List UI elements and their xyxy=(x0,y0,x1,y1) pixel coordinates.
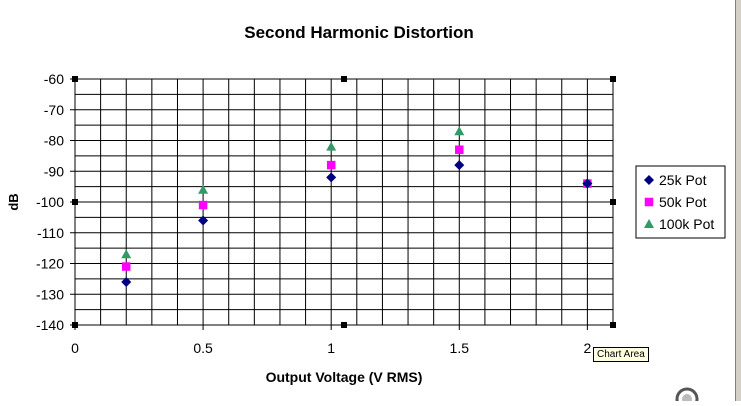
data-point-diamond xyxy=(454,160,465,171)
data-point-diamond xyxy=(582,178,593,189)
selection-handle[interactable] xyxy=(610,322,616,328)
selection-handle[interactable] xyxy=(610,76,616,82)
x-tick-label: 2 xyxy=(583,340,591,356)
x-axis-label: Output Voltage (V RMS) xyxy=(266,369,423,385)
legend-entry-label: 25k Pot xyxy=(659,172,707,188)
data-point-diamond xyxy=(121,276,132,287)
y-tick-label: -130 xyxy=(36,286,64,302)
x-axis-ticks: 0 0.5 1 1.5 2 xyxy=(71,325,591,356)
legend-marker xyxy=(644,175,654,185)
selection-handle[interactable] xyxy=(72,322,78,328)
data-points xyxy=(121,126,593,287)
data-point-square xyxy=(198,200,208,210)
data-point-square xyxy=(455,145,464,154)
chart-title: Second Harmonic Distortion xyxy=(244,23,474,42)
y-tick-label: -120 xyxy=(36,256,64,272)
selection-handle[interactable] xyxy=(341,322,347,328)
data-point-triangle xyxy=(326,141,337,151)
data-point-diamond xyxy=(198,215,209,226)
legend-entry-label: 100k Pot xyxy=(659,216,714,232)
data-point-triangle xyxy=(198,184,209,194)
legend-entry-label: 50k Pot xyxy=(659,194,707,210)
y-tick-label: -80 xyxy=(44,133,64,149)
chart-area[interactable]: Second Harmonic Distortion -60 -70 -80 -90-… xyxy=(0,0,735,401)
selection-handle[interactable] xyxy=(610,199,616,205)
gridlines xyxy=(74,78,614,326)
chart-area-tooltip: Chart Area xyxy=(593,347,649,362)
data-point-triangle xyxy=(454,126,465,136)
y-tick-label: -90 xyxy=(44,163,64,179)
legend[interactable]: 25k Pot 50k Pot 100k Pot xyxy=(635,165,726,239)
data-point-triangle xyxy=(121,249,132,259)
y-tick-label: -110 xyxy=(37,225,64,241)
x-tick-label: 1 xyxy=(327,340,335,356)
selection-handle[interactable] xyxy=(341,76,347,82)
y-tick-label: -100 xyxy=(36,194,64,210)
selection-handle[interactable] xyxy=(72,76,78,82)
y-tick-label: -60 xyxy=(44,71,64,87)
selection-handles[interactable] xyxy=(72,76,616,328)
x-tick-label: 0.5 xyxy=(193,340,213,356)
y-tick-label: -140 xyxy=(36,317,64,333)
data-point-diamond xyxy=(326,172,337,183)
data-point-square xyxy=(326,160,336,170)
scatter-chart: Second Harmonic Distortion -60-70-80-90-… xyxy=(6,23,726,385)
legend-marker xyxy=(644,219,654,228)
data-point-square xyxy=(121,262,131,271)
y-tick-label: -70 xyxy=(44,102,64,118)
office-assistant-icon[interactable] xyxy=(672,381,702,401)
x-tick-label: 1.5 xyxy=(450,340,470,356)
legend-marker xyxy=(644,197,654,207)
x-tick-label: 0 xyxy=(71,340,79,356)
selection-handle[interactable] xyxy=(72,199,78,205)
y-axis-ticks: -60 -70 -80 -90 -100 -110 -120 -130 -140 xyxy=(36,71,75,333)
window-edge xyxy=(735,0,741,401)
y-axis-label: dB xyxy=(6,193,21,210)
